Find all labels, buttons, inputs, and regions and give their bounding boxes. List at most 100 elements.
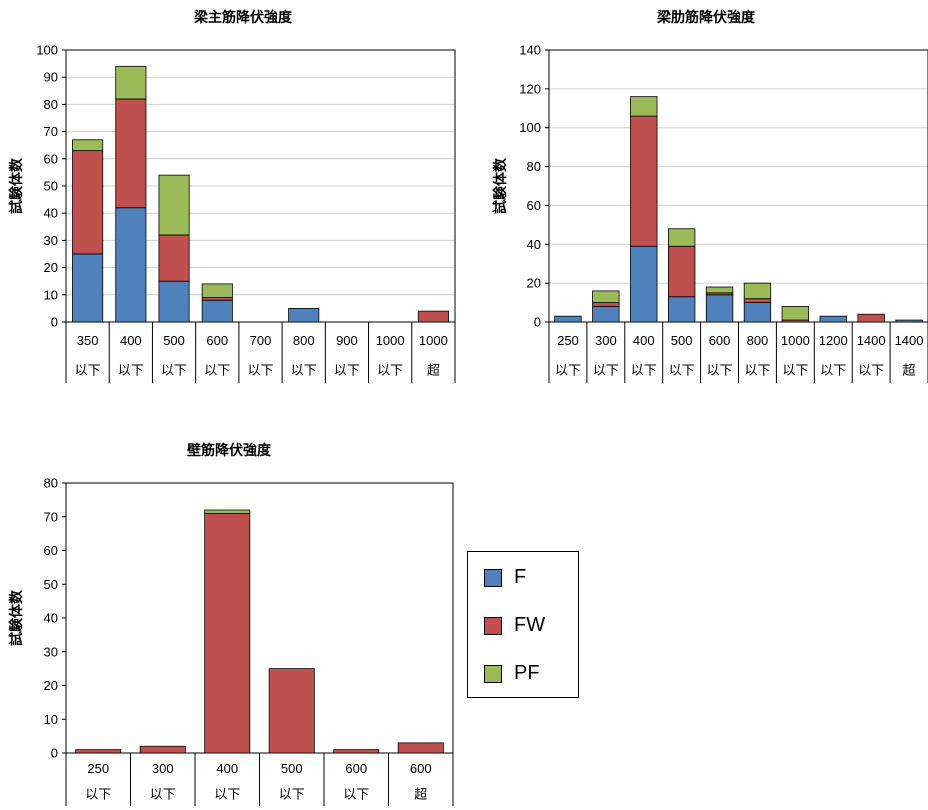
chart3-bar-fw: [333, 749, 380, 754]
legend-swatch-pf: [484, 664, 502, 683]
chart3-category-value: 600: [345, 761, 367, 776]
chart1-category-suffix: 以下: [334, 362, 360, 377]
chart2-bar-pf: [781, 306, 810, 321]
chart2-category-suffix: 以下: [858, 362, 884, 377]
legend-item-fw: FW: [484, 614, 545, 637]
chart2-bar-fw: [592, 302, 620, 307]
chart2-category-value: 800: [747, 333, 769, 348]
chart3-ytick-label: 20: [44, 678, 58, 693]
chart3-plot-area: [65, 482, 454, 754]
chart2-category-suffix: 超: [903, 362, 916, 377]
legend-label-fw: FW: [514, 614, 546, 636]
legend-label-pf: PF: [514, 662, 540, 684]
chart2-bar-pf: [743, 282, 772, 300]
chart2-category-value: 1000: [781, 333, 810, 348]
chart1-ytick-label: 30: [44, 233, 58, 248]
chart3-ytick-label: 30: [44, 644, 58, 659]
chart1-category-value: 900: [336, 333, 358, 348]
chart1-bar-fw: [72, 150, 104, 255]
chart3-ytick-label: 70: [44, 509, 58, 524]
chart1-ytick-label: 50: [44, 179, 58, 194]
legend-swatch-f: [484, 568, 502, 587]
chart1-ytick-label: 80: [44, 97, 58, 112]
chart2-ytick-label: 80: [527, 159, 541, 174]
chart1-category-suffix: 超: [427, 362, 440, 377]
chart2-ylabel: 試験体数: [492, 157, 508, 214]
chart2-category-suffix: 以下: [744, 362, 770, 377]
chart2-bar-f: [667, 296, 696, 323]
legend: F FW PF: [467, 551, 579, 698]
chart3-category-suffix: 以下: [150, 787, 176, 802]
chart1-category-value: 500: [163, 333, 185, 348]
chart1-category-suffix: 以下: [118, 362, 144, 377]
chart2-category-suffix: 以下: [631, 362, 657, 377]
chart2-bar-fw: [667, 245, 696, 298]
chart3-category-suffix: 超: [414, 787, 427, 802]
chart2-bar-f: [630, 245, 658, 323]
chart2-bar-f: [554, 315, 582, 323]
chart2-ytick-label: 140: [519, 43, 541, 58]
chart3-category-suffix: 以下: [343, 787, 369, 802]
chart3-category-suffix: 以下: [279, 787, 305, 802]
chart3-category-value: 300: [152, 761, 174, 776]
chart2-category-suffix: 以下: [555, 362, 581, 377]
chart2-bar-pf: [667, 228, 696, 247]
chart3-bar-fw: [139, 745, 186, 754]
chart2-bar-fw: [630, 115, 658, 247]
chart1-category-suffix: 以下: [291, 362, 317, 377]
chart1-title: 梁主筋降伏強度: [193, 9, 293, 25]
chart1-bar-f: [201, 299, 233, 323]
chart2-bar-pf: [592, 290, 620, 303]
chart2-bar-f: [592, 306, 620, 323]
chart3-category-value: 400: [216, 761, 238, 776]
chart3-ytick-label: 10: [44, 712, 58, 727]
chart3-bar-pf: [204, 509, 251, 514]
chart1-category-value: 700: [250, 333, 272, 348]
legend-swatch-fw: [484, 616, 502, 635]
chart2-ytick-label: 20: [527, 276, 541, 291]
chart2-category-suffix: 以下: [782, 362, 808, 377]
chart2-ytick-label: 100: [519, 120, 541, 135]
chart1-bar-fw: [201, 297, 233, 301]
chart3-ytick-label: 80: [44, 476, 58, 491]
chart3-ytick-label: 40: [44, 611, 58, 626]
chart2-category-value: 600: [709, 333, 731, 348]
chart1-ytick-label: 70: [44, 124, 58, 139]
chart2-ytick-label: 120: [519, 81, 541, 96]
chart1-bar-f: [288, 307, 320, 323]
chart1-bar-f: [115, 207, 147, 323]
chart3-ytick-label: 50: [44, 577, 58, 592]
chart1-ytick-label: 60: [44, 151, 58, 166]
chart1-category-suffix: 以下: [204, 362, 230, 377]
chart2-category-value: 1400: [857, 333, 886, 348]
chart2-ytick-label: 60: [527, 198, 541, 213]
legend-label-f: F: [514, 566, 527, 588]
chart1-bar-fw: [417, 310, 449, 323]
chart2-category-value: 1400: [895, 333, 924, 348]
chart1-ytick-label: 100: [36, 43, 58, 58]
chart1-category-value: 1000: [419, 333, 448, 348]
chart1-bar-fw: [115, 98, 147, 209]
chart1-category-value: 400: [120, 333, 142, 348]
chart2-bar-pf: [630, 96, 658, 117]
chart2-ytick-label: 40: [527, 237, 541, 252]
chart2-bar-fw: [857, 313, 885, 323]
chart2-category-suffix: 以下: [593, 362, 619, 377]
chart1-category-suffix: 以下: [75, 362, 101, 377]
chart1-ytick-label: 40: [44, 206, 58, 221]
chart3-bar-fw: [204, 512, 251, 754]
chart2-category-value: 400: [633, 333, 655, 348]
chart3-bar-fw: [268, 668, 315, 754]
chart1-plot-area: [65, 49, 456, 323]
chart2-category-value: 250: [557, 333, 579, 348]
chart1-bar-pf: [115, 65, 147, 100]
chart3-category-suffix: 以下: [85, 787, 111, 802]
chart1-category-value: 800: [293, 333, 315, 348]
chart1-ytick-label: 20: [44, 260, 58, 275]
chart1-category-value: 350: [77, 333, 99, 348]
chart3-ylabel: 試験体数: [8, 589, 24, 646]
chart2-bar-f: [705, 294, 734, 323]
chart1-category-value: 1000: [376, 333, 405, 348]
chart1-bar-pf: [72, 139, 104, 152]
